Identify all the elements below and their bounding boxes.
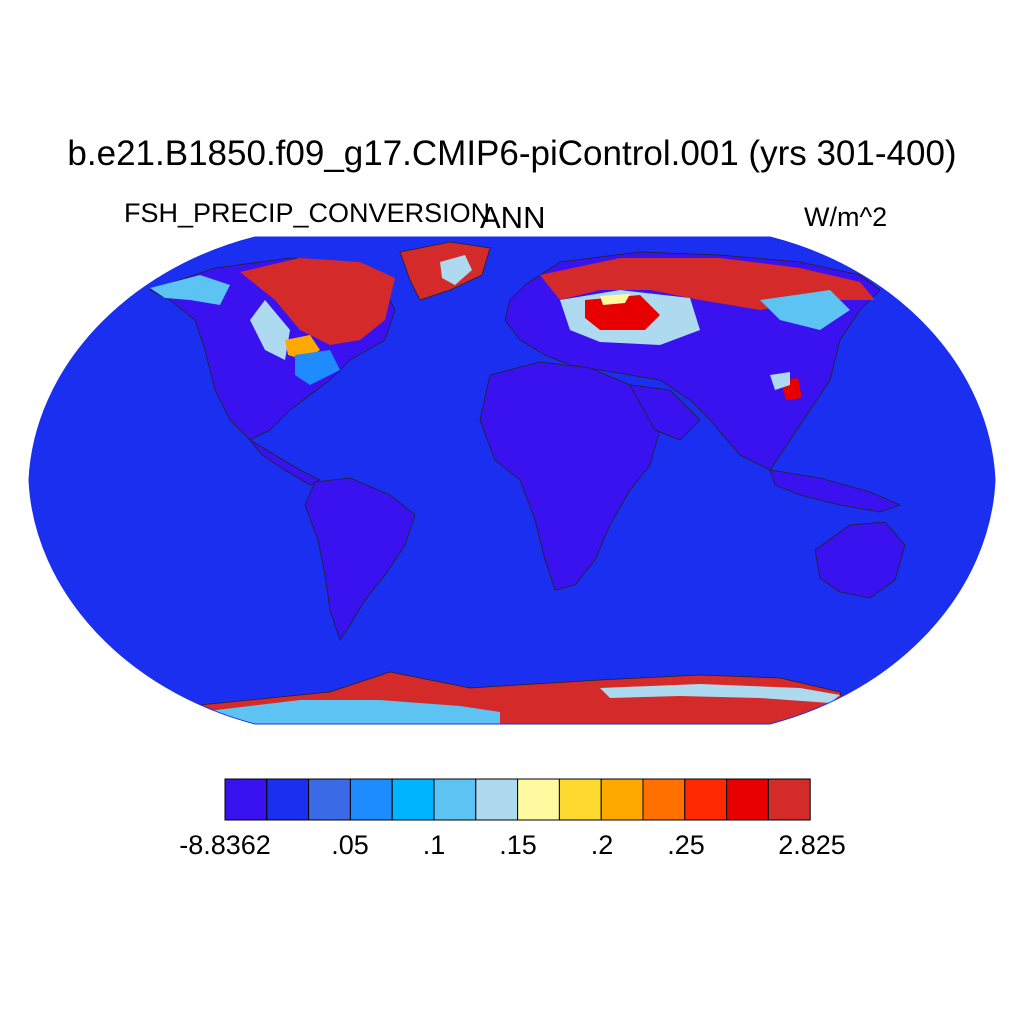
greenland-light-patch (440, 255, 472, 285)
africa-landmass (479, 361, 661, 591)
colorbar-tick-label: .25 (667, 830, 705, 860)
colorbar-box (517, 778, 560, 821)
colorbar-box (224, 778, 268, 821)
colorbar-tick-label: 2.825 (778, 830, 846, 860)
colorbar-tick-label: .15 (499, 830, 537, 860)
east-asia-blue-patch (760, 290, 850, 330)
antarctic-edge-pale (600, 684, 840, 703)
maritime-continent-landmass (769, 469, 902, 513)
south-america-landmass (304, 477, 416, 641)
season-label: ANN (480, 200, 546, 235)
tibet-light-patch (770, 372, 790, 390)
australia-landmass (814, 521, 906, 599)
colorbar-box (308, 778, 351, 821)
colorbar-tick-label: .2 (590, 830, 614, 860)
colorbar-box (600, 778, 644, 821)
variable-label: FSH_PRECIP_CONVERSION (124, 198, 491, 228)
arabia-landmass (629, 384, 701, 441)
colorbar-box (266, 778, 310, 821)
units-label: W/m^2 (804, 202, 888, 232)
colorbar-box (558, 778, 602, 821)
globe-outline (28, 236, 996, 725)
colorbar-tick-label: -8.8362 (179, 830, 271, 860)
colorbar-box (726, 778, 769, 821)
antarctic-edge-light (200, 700, 500, 724)
colorbar-box (767, 778, 811, 821)
plot-title: b.e21.B1850.f09_g17.CMIP6-piControl.001 … (67, 134, 957, 173)
colorbar-box (684, 778, 728, 821)
colorbar-box (475, 778, 519, 821)
canada-light-patch (250, 300, 290, 360)
alaska-blue-patch (150, 275, 230, 305)
colorbar-box (433, 778, 477, 821)
colorbar-tick-label: .1 (422, 830, 446, 860)
colorbar-box (349, 778, 393, 821)
high-value-regions (150, 255, 875, 724)
canada-high-patch (240, 258, 395, 345)
us-northeast-blue-patch (295, 350, 340, 385)
russia-yellow-patch (600, 294, 630, 305)
colorbar-box (642, 778, 686, 821)
colorbar-box (391, 778, 435, 821)
colorbar-tick-label: .05 (331, 830, 369, 860)
